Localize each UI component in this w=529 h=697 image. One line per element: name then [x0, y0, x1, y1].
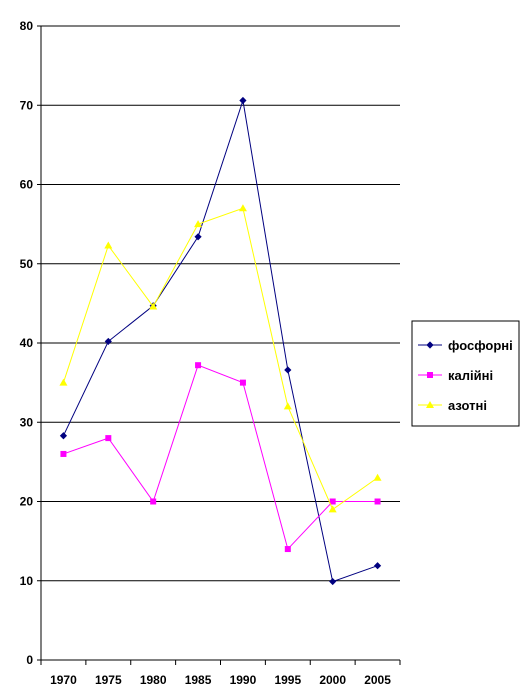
- series-2: [60, 362, 381, 553]
- x-axis-tick-labels: 1970 1975 1980 1985 1990 1995 2000 2005: [50, 673, 391, 687]
- gridlines: [41, 25, 400, 582]
- y-tick-label: 10: [20, 574, 34, 588]
- data-point: [284, 366, 292, 374]
- legend-label: калійні: [448, 368, 493, 383]
- series-3: [59, 204, 382, 513]
- x-tick-label: 2005: [364, 673, 391, 687]
- data-point: [284, 546, 291, 553]
- data-point: [329, 498, 336, 505]
- legend-label: фосфорні: [448, 338, 513, 353]
- x-tick-label: 1970: [50, 673, 77, 687]
- legend-label: азотні: [448, 398, 487, 413]
- series-line: [63, 364, 378, 551]
- legend: фосфорні калійні азотні: [411, 320, 520, 427]
- axes: [37, 25, 401, 665]
- x-tick-label: 1990: [230, 673, 257, 687]
- series-line: [62, 207, 378, 511]
- legend-item: азотні: [418, 398, 487, 413]
- data-point: [150, 498, 157, 505]
- data-point: [374, 498, 381, 505]
- data-point: [104, 337, 112, 346]
- data-point: [329, 577, 337, 586]
- x-tick-label: 1980: [140, 673, 167, 687]
- legend-marker: [427, 372, 433, 378]
- y-tick-label: 0: [26, 653, 33, 667]
- data-point: [195, 362, 202, 369]
- data-point: [373, 473, 382, 481]
- x-tick-label: 1985: [185, 673, 212, 687]
- y-tick-label: 50: [20, 257, 34, 271]
- data-point: [283, 402, 292, 410]
- x-tick-label: 1975: [95, 673, 122, 687]
- y-tick-label: 30: [20, 415, 34, 429]
- y-axis-tick-labels: 0 10 20 30 40 50 60 70 80: [20, 19, 34, 667]
- data-point: [59, 378, 68, 386]
- data-point: [60, 450, 67, 457]
- y-tick-label: 60: [20, 178, 34, 192]
- legend-marker: [426, 341, 434, 349]
- series-lines: [59, 96, 382, 586]
- y-tick-label: 80: [20, 19, 34, 33]
- data-point: [194, 220, 203, 228]
- legend-marker: [426, 401, 434, 408]
- legend-item: калійні: [418, 368, 493, 383]
- data-point: [328, 505, 337, 513]
- legend-item: фосфорні: [418, 338, 513, 353]
- x-tick-label: 1995: [274, 673, 301, 687]
- data-point: [194, 233, 202, 241]
- data-point: [373, 562, 382, 570]
- y-tick-label: 70: [20, 98, 34, 112]
- y-tick-label: 40: [20, 336, 34, 350]
- data-point: [239, 379, 246, 386]
- data-point: [59, 432, 68, 440]
- data-point: [239, 96, 247, 105]
- series-line: [62, 100, 378, 583]
- y-tick-label: 20: [20, 495, 34, 509]
- x-tick-label: 2000: [319, 673, 346, 687]
- data-point: [104, 241, 113, 249]
- data-point: [149, 302, 158, 310]
- data-point: [105, 435, 112, 442]
- data-point: [238, 204, 247, 212]
